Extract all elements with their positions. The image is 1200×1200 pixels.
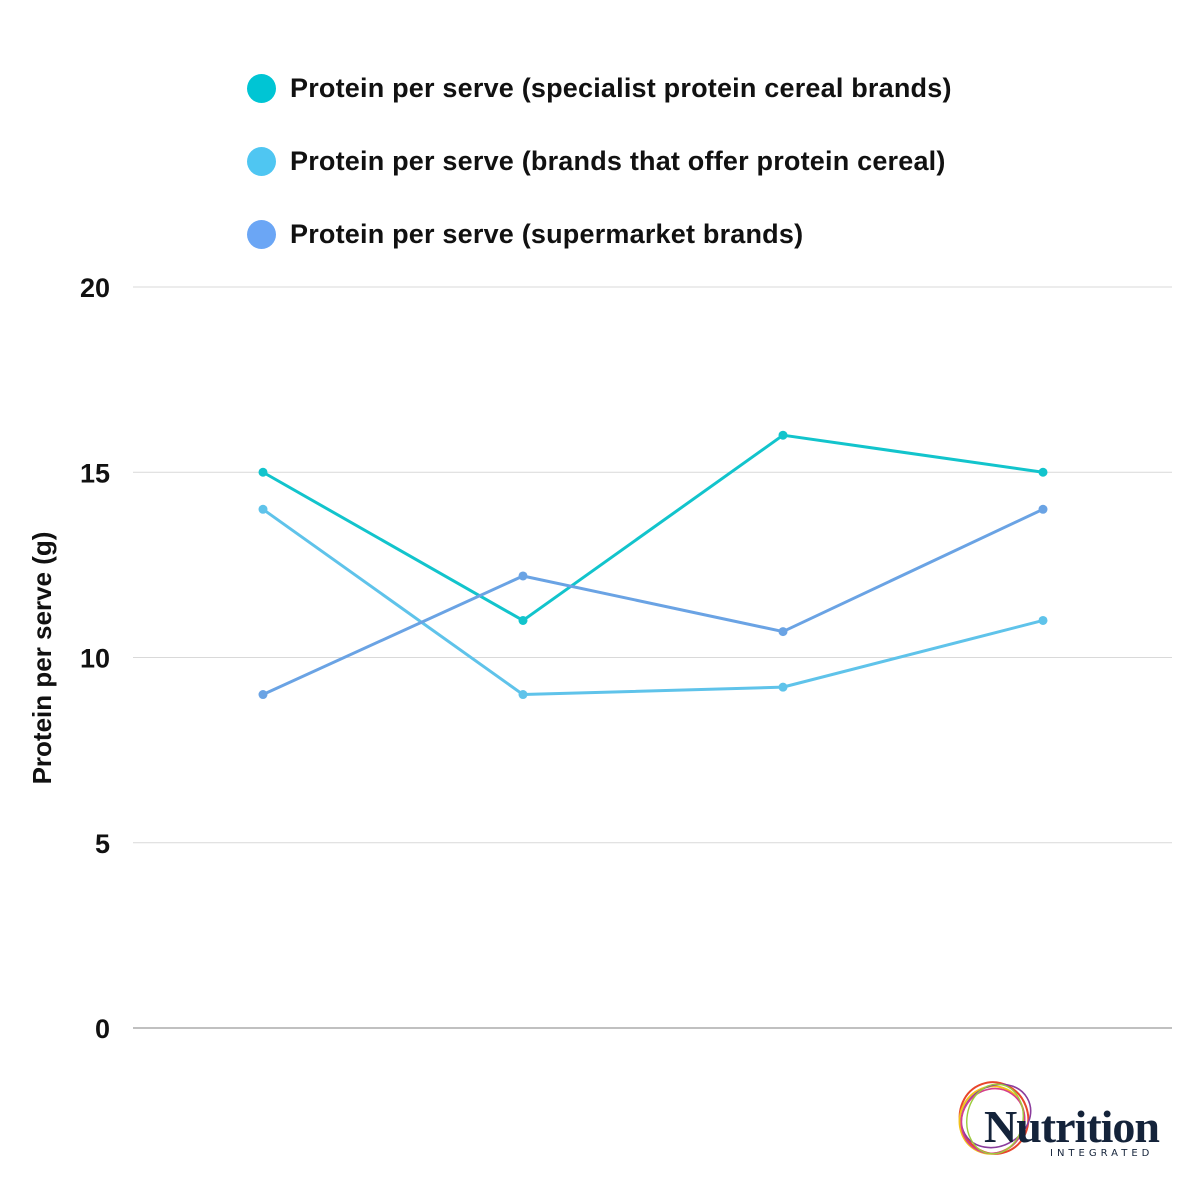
- series-line-specialist: [262, 433, 1044, 622]
- series-protein-cereal-brands: [258, 504, 1048, 700]
- data-point-specialist-4[interactable]: [1038, 467, 1048, 477]
- data-point-specialist-2[interactable]: [518, 615, 528, 625]
- legend-label-supermarket: Protein per serve (supermarket brands): [290, 218, 804, 249]
- grid-lines: [133, 286, 1172, 1029]
- legend-item-protein-cereal-brands: Protein per serve (brands that offer pro…: [247, 143, 952, 179]
- series-specialist: [258, 430, 1048, 625]
- y-axis-label: Protein per serve (g): [27, 532, 57, 785]
- series-line-protein-cereal-brands: [262, 508, 1044, 697]
- data-point-supermarket-2[interactable]: [518, 571, 528, 581]
- legend: Protein per serve (specialist protein ce…: [247, 70, 952, 289]
- data-point-supermarket-4[interactable]: [1038, 504, 1048, 514]
- y-tick-label-5: 5: [95, 829, 110, 859]
- legend-marker-protein-cereal-brands: [247, 146, 276, 176]
- y-tick-label-0: 0: [95, 1014, 110, 1044]
- legend-label-protein-cereal-brands: Protein per serve (brands that offer pro…: [290, 145, 946, 176]
- data-point-protein-cereal-brands-2[interactable]: [518, 690, 528, 700]
- legend-label-specialist: Protein per serve (specialist protein ce…: [290, 72, 952, 103]
- data-point-specialist-1[interactable]: [258, 467, 268, 477]
- legend-item-supermarket: Protein per serve (supermarket brands): [247, 216, 952, 252]
- data-point-supermarket-3[interactable]: [778, 627, 788, 637]
- series-lines: [258, 430, 1048, 700]
- data-point-specialist-3[interactable]: [778, 430, 788, 440]
- logo-swirl-icon: [958, 1081, 1032, 1155]
- series-line-supermarket: [262, 507, 1044, 696]
- y-tick-labels: 0 5 10 15 20: [80, 273, 110, 1044]
- logo-wordmark: Nutrition: [984, 1101, 1160, 1152]
- data-point-supermarket-1[interactable]: [258, 690, 268, 700]
- y-tick-label-20: 20: [80, 273, 110, 303]
- legend-item-specialist: Protein per serve (specialist protein ce…: [247, 70, 952, 106]
- legend-marker-supermarket: [247, 219, 276, 249]
- data-point-protein-cereal-brands-1[interactable]: [258, 504, 268, 514]
- series-supermarket: [258, 504, 1048, 700]
- nutrition-integrated-logo: Nutrition INTEGRATED: [952, 1076, 1172, 1168]
- logo-subtitle: INTEGRATED: [1050, 1148, 1154, 1159]
- y-tick-label-15: 15: [80, 458, 110, 488]
- y-tick-label-10: 10: [80, 644, 110, 674]
- data-point-protein-cereal-brands-4[interactable]: [1038, 615, 1048, 625]
- data-point-protein-cereal-brands-3[interactable]: [778, 682, 788, 692]
- legend-marker-specialist: [247, 73, 276, 103]
